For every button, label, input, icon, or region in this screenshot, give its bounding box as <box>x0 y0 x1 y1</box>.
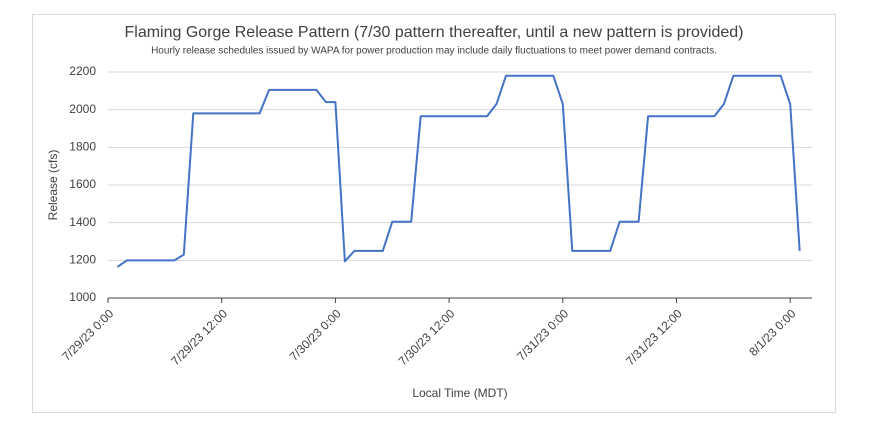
x-axis-title: Local Time (MDT) <box>412 386 507 400</box>
chart-subtitle: Hourly release schedules issued by WAPA … <box>151 46 717 57</box>
y-tick-label: 1200 <box>69 253 96 267</box>
y-tick-label: 1800 <box>69 140 96 154</box>
y-tick-label: 1400 <box>69 215 96 229</box>
y-tick-label: 2200 <box>69 64 96 78</box>
chart-title: Flaming Gorge Release Pattern (7/30 patt… <box>124 24 743 41</box>
chart-frame <box>32 14 836 413</box>
y-axis-title: Release (cfs) <box>46 150 60 221</box>
y-tick-label: 1600 <box>69 177 96 191</box>
y-tick-label: 2000 <box>69 102 96 116</box>
y-tick-label: 1000 <box>69 290 96 304</box>
series-line <box>116 74 801 268</box>
